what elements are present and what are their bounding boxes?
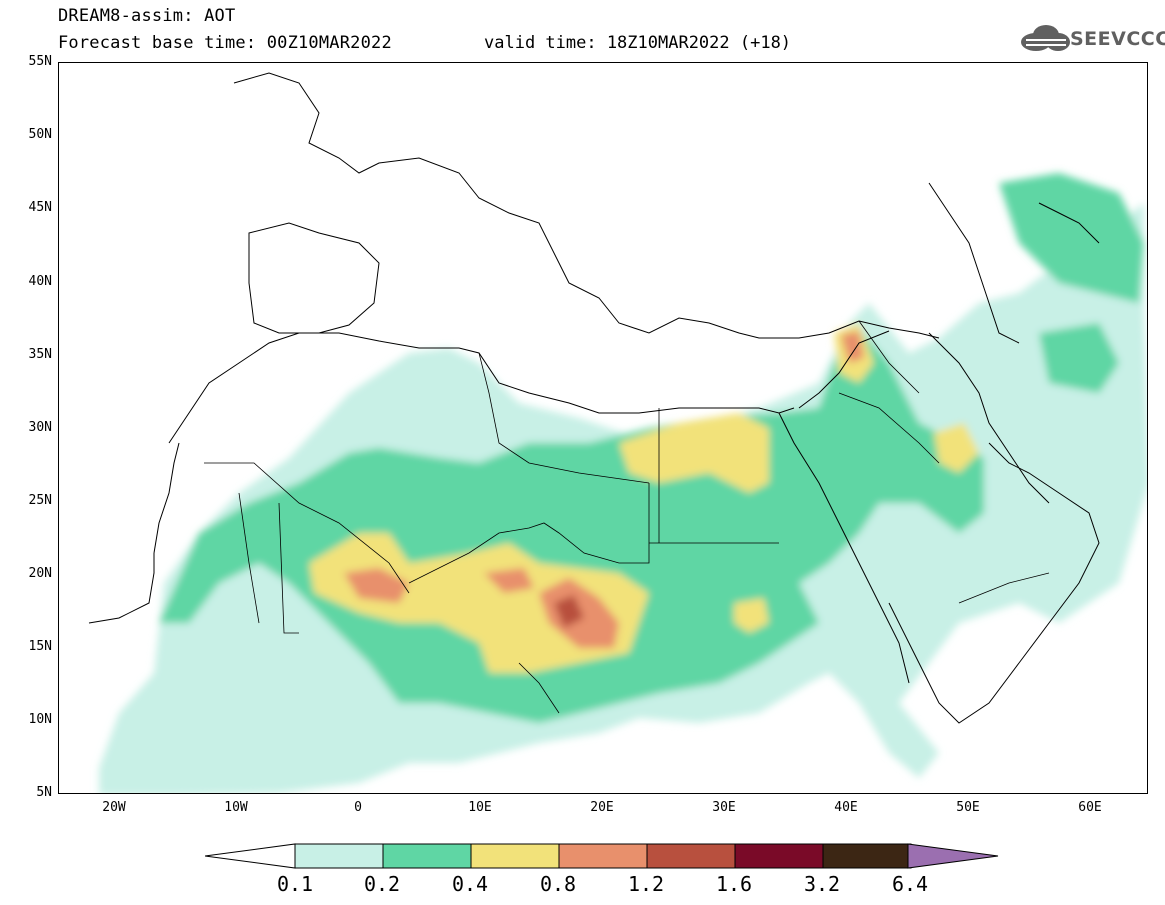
lon-label-40e: 40E — [834, 800, 858, 815]
valid-time: valid time: 18Z10MAR2022 (+18) — [484, 33, 792, 53]
lat-label-35n: 35N — [28, 347, 52, 362]
lon-label-20w: 20W — [102, 800, 126, 815]
colorbar-cell-0.8 — [558, 843, 648, 869]
lat-label-50n: 50N — [28, 127, 52, 142]
colorbar-label-1.2: 1.2 — [627, 872, 665, 896]
colorbar-label-6.4: 6.4 — [891, 872, 929, 896]
lat-label-20n: 20N — [28, 566, 52, 581]
aot-level-0.4-egypt — [619, 413, 769, 493]
aot-level-0.4 — [309, 533, 649, 673]
lon-label-20e: 20E — [590, 800, 614, 815]
aot-level-0.2-iran — [1039, 323, 1119, 393]
aot-map — [88, 72, 1147, 793]
colorbar-label-3.2: 3.2 — [803, 872, 841, 896]
aot-field — [99, 173, 1147, 793]
lon-label-30e: 30E — [712, 800, 736, 815]
lon-label-0: 0 — [354, 800, 362, 815]
lon-label-60e: 60E — [1078, 800, 1102, 815]
lat-label-40n: 40N — [28, 274, 52, 289]
aot-level-0.8-niger — [484, 568, 534, 593]
logo-text: SEEVCCC — [1070, 28, 1165, 50]
colorbar-high-arrow — [907, 843, 999, 869]
borders — [204, 320, 1050, 714]
colorbar-label-1.6: 1.6 — [715, 872, 753, 896]
lon-label-50e: 50E — [956, 800, 980, 815]
colorbar-low-arrow — [205, 843, 296, 869]
colorbar-cell-0.2 — [382, 843, 472, 869]
colorbar-cell-1.6 — [734, 843, 824, 869]
lat-label-30n: 30N — [28, 420, 52, 435]
aot-level-0.2-east — [999, 173, 1144, 303]
colorbar-cell-1.2 — [646, 843, 736, 869]
aot-level-1.2 — [554, 595, 584, 628]
colorbar-label-0.1: 0.1 — [276, 872, 314, 896]
colorbar-cells — [294, 843, 912, 869]
colorbar-cell-0.1 — [294, 843, 384, 869]
lon-label-10e: 10E — [468, 800, 492, 815]
aot-level-0.4-gulf — [934, 423, 979, 473]
aot-level-0.4-sudan — [734, 598, 769, 633]
map-panel[interactable] — [58, 62, 1148, 794]
map-title: DREAM8-assim: AOT — [58, 6, 236, 26]
lat-label-25n: 25N — [28, 493, 52, 508]
colorbar-label-0.2: 0.2 — [363, 872, 401, 896]
lon-label-10w: 10W — [224, 800, 248, 815]
colorbar-cell-3.2 — [822, 843, 912, 869]
colorbar-cell-0.4 — [470, 843, 560, 869]
lat-label-5n: 5N — [36, 785, 52, 800]
lat-label-15n: 15N — [28, 639, 52, 654]
colorbar — [205, 843, 999, 869]
aot-level-0.2 — [159, 328, 984, 723]
lat-label-45n: 45N — [28, 200, 52, 215]
forecast-base-time: Forecast base time: 00Z10MAR2022 — [58, 33, 392, 53]
aot-level-0.8 — [344, 568, 409, 603]
lat-label-55n: 55N — [28, 54, 52, 69]
colorbar-label-0.4: 0.4 — [451, 872, 489, 896]
colorbar-label-0.8: 0.8 — [539, 872, 577, 896]
cloud-icon — [1021, 25, 1070, 51]
lat-label-10n: 10N — [28, 712, 52, 727]
aot-level-0.8-iraq — [841, 331, 864, 363]
coastlines — [88, 72, 1100, 724]
